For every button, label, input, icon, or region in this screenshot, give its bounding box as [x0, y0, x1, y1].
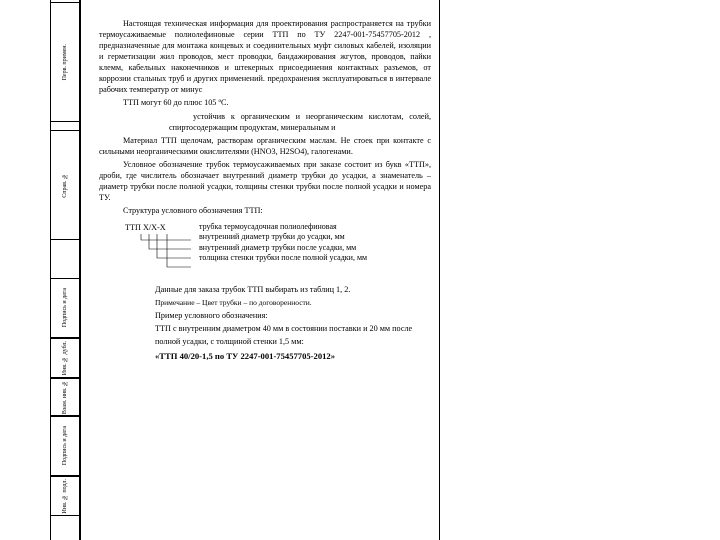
sidebar-label: Перв. примен.	[62, 44, 68, 80]
paragraph: Данные для заказа трубок ТТП выбирать из…	[155, 284, 431, 295]
designation-example: «ТТП 40/20-1,5 по ТУ 2247-001-75457705-2…	[155, 351, 431, 363]
sidebar-label: Подпись и дата	[62, 426, 68, 465]
paragraph: Пример условного обозначения:	[155, 310, 431, 321]
sidebar-cell: Перв. примен.	[51, 2, 79, 122]
paragraph: полной усадки, с толщиной стенки 1,5 мм:	[155, 336, 431, 347]
revision-sidebar: Перв. примен. Справ. № Подпись и дата Инв. …	[50, 0, 80, 540]
paragraph: Структура условного обозначения ТТП:	[99, 205, 431, 216]
sidebar-cell: Подпись и дата	[51, 278, 79, 338]
document-body: Настоящая техническая информация для про…	[81, 0, 439, 373]
sidebar-cell: Подпись и дата	[51, 416, 79, 476]
sidebar-cell: Справ. №	[51, 130, 79, 240]
sidebar-cell: Инв. № подл.	[51, 476, 79, 516]
sidebar-label: Справ. №	[62, 173, 68, 198]
note-text: Примечание – Цвет трубки – по договоренн…	[155, 298, 431, 308]
paragraph: Условное обозначение трубок термоусажива…	[99, 159, 431, 203]
structure-labels: трубка термоусадочная полиолефиновая вну…	[199, 222, 367, 264]
sidebar-label: Инв. № дубл.	[62, 341, 68, 375]
structure-label: трубка термоусадочная полиолефиновая	[199, 222, 367, 232]
sidebar-cell: Взам. инв. №	[51, 378, 79, 416]
paragraph: Материал ТТП щелочам, растворам органиче…	[99, 135, 431, 157]
structure-label: толщина стенки трубки после полной усадк…	[199, 253, 367, 263]
structure-label: внутренний диаметр трубки до усадки, мм	[199, 232, 367, 242]
paragraph: устойчив к органическим и неорганическим…	[169, 111, 431, 133]
document-page: Настоящая техническая информация для про…	[80, 0, 440, 540]
sidebar-label: Инв. № подл.	[62, 479, 68, 513]
sidebar-cell: Инв. № дубл.	[51, 338, 79, 378]
paragraph: ТТП с внутренним диаметром 40 мм в состо…	[155, 323, 431, 334]
paragraph: Настоящая техническая информация для про…	[99, 18, 431, 95]
structure-label: внутренний диаметр трубки после усадки, …	[199, 243, 367, 253]
sidebar-label: Взам. инв. №	[62, 380, 68, 414]
structure-diagram: ТТП Х/Х-Х трубка термоусадочная полиолеф…	[125, 222, 431, 280]
paragraph: ТТП могут 60 до плюс 105 ºC.	[99, 97, 431, 108]
sidebar-label: Подпись и дата	[62, 288, 68, 327]
